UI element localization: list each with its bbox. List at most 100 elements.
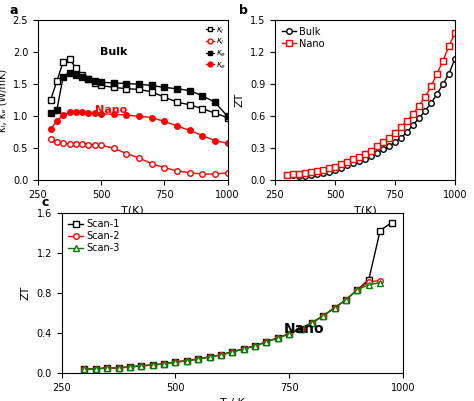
- Scan-1: [298, 326, 303, 331]
- Scan-1: [218, 352, 224, 357]
- Scan-3: [252, 343, 258, 348]
- Scan-3: [275, 335, 281, 340]
- Bulk: [362, 157, 368, 162]
- Scan-3: [241, 346, 246, 351]
- Text: Nano: Nano: [283, 322, 324, 336]
- Nano: [392, 131, 398, 136]
- Scan-1: [366, 277, 372, 282]
- Bulk: [296, 174, 302, 178]
- Scan-2: [286, 331, 292, 336]
- Scan-3: [264, 339, 269, 344]
- Scan-1: [116, 366, 121, 371]
- Scan-1: [184, 358, 190, 363]
- Scan-2: [252, 343, 258, 348]
- Nano: [338, 162, 344, 167]
- Scan-2: [275, 335, 281, 340]
- Scan-2: [138, 363, 144, 368]
- Scan-3: [298, 326, 303, 331]
- Scan-2: [104, 366, 110, 371]
- Scan-2: [82, 367, 87, 371]
- Text: c: c: [41, 196, 48, 209]
- Scan-1: [275, 335, 281, 340]
- Scan-2: [150, 363, 155, 367]
- Bulk: [398, 135, 404, 140]
- Bulk: [446, 71, 452, 76]
- Bulk: [344, 163, 350, 168]
- Scan-2: [229, 349, 235, 354]
- Bulk: [356, 159, 362, 164]
- Nano: [308, 170, 314, 174]
- Nano: [428, 84, 434, 89]
- Scan-1: [309, 320, 315, 325]
- Bulk: [326, 170, 332, 174]
- Nano: [296, 172, 302, 176]
- Scan-2: [195, 356, 201, 361]
- Scan-3: [343, 298, 349, 302]
- Scan-1: [207, 354, 212, 359]
- Scan-1: [252, 343, 258, 348]
- Line: Scan-3: Scan-3: [82, 280, 383, 372]
- Bulk: [452, 56, 458, 61]
- Y-axis label: ZT: ZT: [21, 286, 31, 300]
- Scan-2: [298, 326, 303, 331]
- Scan-2: [161, 362, 167, 367]
- Legend: $\kappa_l$, $\kappa_l$, $\kappa_e$, $\kappa_e$: $\kappa_l$, $\kappa_l$, $\kappa_e$, $\ka…: [205, 24, 227, 72]
- Scan-3: [150, 363, 155, 367]
- Scan-2: [332, 306, 337, 310]
- Scan-2: [264, 339, 269, 344]
- Scan-2: [241, 346, 246, 351]
- Nano: [326, 165, 332, 170]
- Bulk: [284, 173, 290, 178]
- Scan-1: [332, 306, 337, 310]
- Scan-1: [229, 349, 235, 354]
- Bulk: [332, 167, 338, 172]
- Scan-1: [173, 359, 178, 364]
- Bulk: [392, 140, 398, 144]
- Text: Nano: Nano: [95, 105, 127, 115]
- Legend: Bulk, Nano: Bulk, Nano: [280, 25, 327, 51]
- Scan-1: [161, 362, 167, 367]
- Bulk: [314, 172, 320, 176]
- Nano: [320, 167, 326, 172]
- Bulk: [368, 154, 374, 158]
- Scan-1: [343, 298, 349, 302]
- Nano: [398, 125, 404, 130]
- Scan-3: [82, 367, 87, 371]
- Nano: [332, 164, 338, 169]
- Nano: [374, 144, 380, 149]
- Bulk: [290, 173, 296, 178]
- Line: Bulk: Bulk: [284, 56, 458, 179]
- Bulk: [308, 173, 314, 178]
- Nano: [404, 118, 410, 123]
- Scan-2: [320, 314, 326, 318]
- Scan-1: [286, 331, 292, 336]
- Scan-3: [218, 352, 224, 357]
- Scan-2: [343, 298, 349, 302]
- Y-axis label: ZT: ZT: [234, 93, 244, 107]
- Scan-2: [366, 279, 372, 284]
- Scan-1: [264, 339, 269, 344]
- Nano: [440, 58, 446, 63]
- Bulk: [434, 91, 440, 96]
- Scan-1: [93, 367, 99, 371]
- Nano: [344, 160, 350, 165]
- Scan-3: [104, 366, 110, 371]
- Line: Scan-1: Scan-1: [82, 220, 394, 372]
- Bulk: [404, 130, 410, 135]
- Scan-3: [161, 362, 167, 367]
- Bulk: [428, 101, 434, 106]
- Text: b: b: [239, 4, 248, 16]
- Line: Scan-2: Scan-2: [82, 278, 383, 372]
- Scan-1: [82, 367, 87, 371]
- Nano: [284, 173, 290, 178]
- Scan-3: [207, 354, 212, 359]
- Line: Nano: Nano: [284, 30, 458, 178]
- Scan-1: [195, 356, 201, 361]
- Scan-1: [138, 363, 144, 368]
- Scan-1: [241, 346, 246, 351]
- Scan-3: [286, 331, 292, 336]
- Scan-2: [173, 359, 178, 364]
- Bulk: [386, 144, 392, 149]
- Bulk: [380, 147, 386, 152]
- Nano: [422, 95, 428, 99]
